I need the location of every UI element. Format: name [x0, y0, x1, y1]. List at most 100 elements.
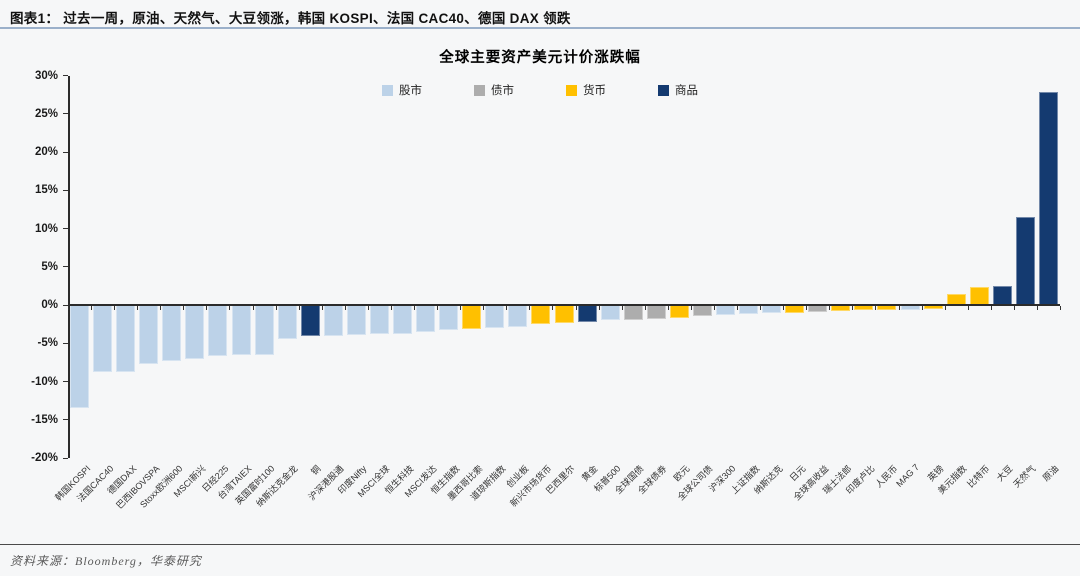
- x-axis-tick-mark: [137, 306, 139, 310]
- x-axis-tick-mark: [783, 306, 785, 310]
- x-axis-tick-mark: [91, 306, 93, 310]
- y-axis-tick-mark: [63, 189, 68, 191]
- bar-巴西IBOVSPA: [139, 305, 159, 364]
- legend-swatch-icon: [382, 84, 393, 96]
- y-axis-tick-mark: [63, 342, 68, 344]
- bar-MSCI全球: [369, 305, 389, 335]
- legend-swatch-icon: [566, 84, 577, 96]
- x-axis-tick-mark: [437, 306, 439, 310]
- x-axis-category-label: 人民币: [873, 463, 900, 490]
- footer-divider: [0, 544, 1080, 545]
- x-axis-tick-mark: [321, 306, 323, 310]
- legend-swatch-icon: [474, 84, 485, 96]
- bar-纳斯达克: [762, 305, 782, 314]
- chart-legend: 股市 债市 货币 商品: [0, 82, 1080, 98]
- bar-原油: [1038, 91, 1058, 305]
- y-axis-tick-label: 30%: [34, 69, 58, 82]
- bar-道琼斯指数: [485, 305, 505, 328]
- x-axis-tick-mark: [414, 306, 416, 310]
- bar-日经225: [208, 305, 228, 357]
- y-axis-tick-mark: [63, 457, 68, 459]
- bar-恒生指数: [439, 305, 459, 331]
- bar-创业板: [508, 305, 528, 328]
- x-axis-tick-mark: [552, 306, 554, 310]
- bar-瑞士法郎: [831, 305, 851, 312]
- legend-label: 债市: [491, 85, 514, 97]
- bar-全球高收益: [808, 305, 828, 312]
- bar-MSCI发达: [416, 305, 436, 332]
- figure-caption: 图表1： 过去一周，原油、天然气、大豆领涨，韩国 KOSPI、法国 CAC40、…: [10, 11, 571, 26]
- bar-比特币: [969, 287, 989, 305]
- zero-baseline: [68, 304, 1060, 306]
- legend-item: 货币: [566, 82, 606, 98]
- x-axis-tick-mark: [506, 306, 508, 310]
- x-axis-tick-mark: [621, 306, 623, 310]
- bar-巴西里尔: [554, 305, 574, 324]
- bar-全球公司债: [692, 305, 712, 317]
- y-axis-tick-mark: [63, 113, 68, 115]
- legend-label: 货币: [583, 85, 606, 97]
- x-axis-tick-mark: [367, 306, 369, 310]
- y-axis-tick-label: -5%: [37, 337, 58, 350]
- x-axis-tick-mark: [852, 306, 854, 310]
- bar-纳斯达克金龙: [277, 305, 297, 339]
- y-axis-line: [68, 75, 70, 458]
- legend-swatch-icon: [658, 84, 669, 96]
- x-axis-tick-mark: [298, 306, 300, 310]
- bar-韩国KOSPI: [70, 305, 90, 408]
- bar-印度卢比: [854, 305, 874, 311]
- legend-item: 商品: [658, 82, 698, 98]
- y-axis-tick-label: 15%: [34, 184, 58, 197]
- legend-label: 股市: [399, 85, 422, 97]
- y-axis-tick-label: -20%: [31, 452, 58, 464]
- y-axis-tick-label: 20%: [34, 146, 58, 158]
- x-axis-tick-mark: [114, 306, 116, 310]
- x-axis-tick-mark: [390, 306, 392, 310]
- x-axis-tick-mark: [806, 306, 808, 310]
- x-axis-tick-mark: [921, 306, 923, 310]
- bar-大豆: [992, 285, 1012, 305]
- x-axis-tick-mark: [644, 306, 646, 310]
- bar-全球国债: [623, 305, 643, 320]
- bar-铜: [300, 305, 320, 337]
- x-axis-tick-mark: [575, 306, 577, 310]
- x-axis-tick-mark: [344, 306, 346, 310]
- bar-德国DAX: [116, 305, 136, 372]
- x-axis-tick-mark: [1036, 306, 1038, 310]
- y-axis-tick-label: 25%: [34, 107, 58, 120]
- bar-标普500: [600, 305, 620, 321]
- bar-台湾TAIEX: [231, 305, 251, 356]
- y-axis-tick-mark: [63, 266, 68, 268]
- x-axis-tick-mark: [460, 306, 462, 310]
- x-axis-category-label: 原油: [1041, 463, 1061, 484]
- x-axis-tick-mark: [275, 306, 277, 310]
- caption-divider: [0, 27, 1080, 29]
- x-axis-category-label: 天然气: [1011, 463, 1038, 490]
- bar-黄金: [577, 305, 597, 322]
- y-axis-tick-label: -15%: [31, 413, 58, 426]
- x-axis-tick-mark: [990, 306, 992, 310]
- bar-MSCI新兴: [185, 305, 205, 359]
- y-axis-tick-label: -10%: [31, 375, 58, 388]
- x-axis-tick-mark: [944, 306, 946, 310]
- bar-欧元: [669, 305, 689, 318]
- x-axis-tick-mark: [1060, 306, 1061, 310]
- legend-label: 商品: [675, 85, 698, 97]
- bar-印度Nifty: [346, 305, 366, 335]
- data-source-note: 资料来源：Bloomberg，华泰研究: [10, 554, 202, 568]
- bar-墨西哥比索: [462, 305, 482, 330]
- x-axis-tick-mark: [252, 306, 254, 310]
- bar-新兴市场货币: [531, 305, 551, 325]
- x-axis-category-label: MAG 7: [894, 462, 922, 489]
- x-axis-tick-mark: [206, 306, 208, 310]
- bar-英国富时100: [254, 305, 274, 355]
- x-axis-tick-mark: [483, 306, 485, 310]
- y-axis-tick-mark: [63, 75, 68, 76]
- x-axis-tick-mark: [667, 306, 669, 310]
- x-axis-tick-mark: [898, 306, 900, 310]
- bar-日元: [785, 305, 805, 313]
- y-axis-tick-mark: [63, 228, 68, 229]
- x-axis-tick-mark: [68, 306, 69, 310]
- y-axis-tick-mark: [63, 381, 68, 382]
- x-axis-tick-mark: [529, 306, 531, 310]
